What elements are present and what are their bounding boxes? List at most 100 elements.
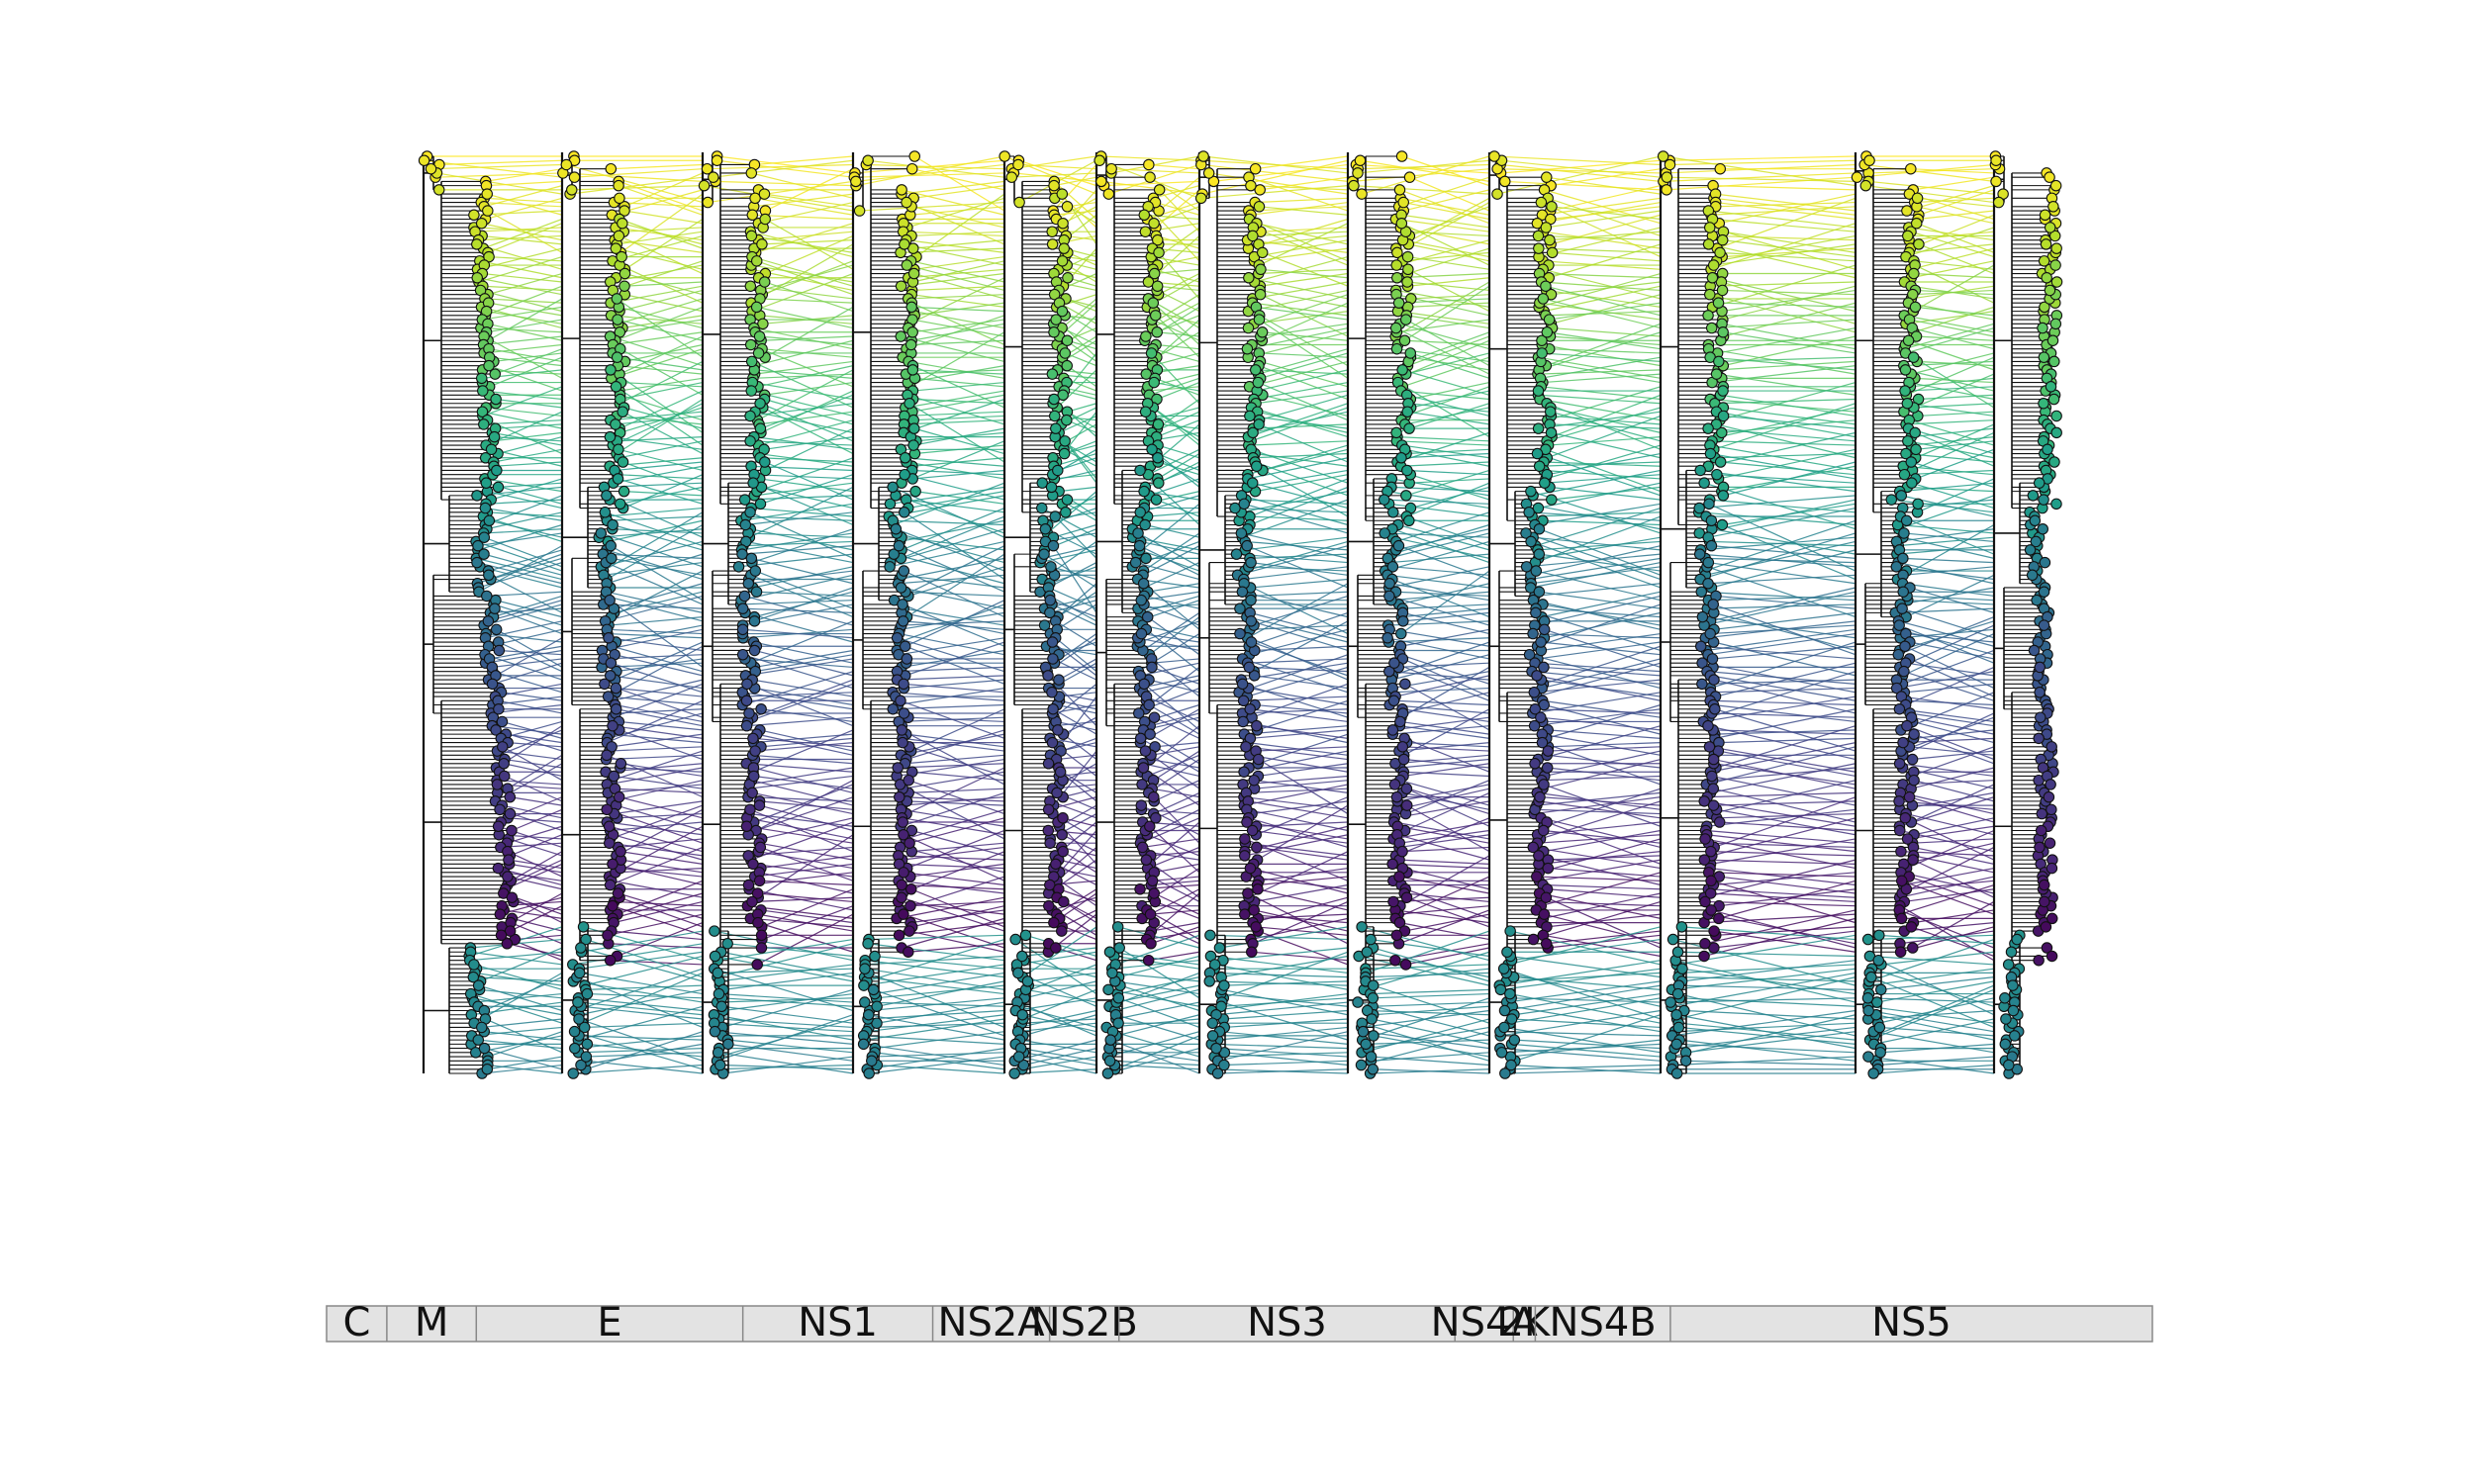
tangle-link [1052, 708, 1097, 735]
tangle-link [487, 272, 563, 296]
tangle-link [1146, 386, 1200, 392]
tangle-link [1156, 331, 1200, 358]
tangle-link [1397, 285, 1490, 345]
tangle-link [751, 360, 854, 409]
tangle-link [911, 771, 1005, 782]
tangle-link [1398, 742, 1490, 752]
tangle-link [1672, 1056, 1856, 1067]
tangle-link [1406, 394, 1490, 417]
tangle-link [609, 600, 704, 668]
tangle-link [761, 239, 854, 245]
tangle-link [1223, 1009, 1349, 1020]
tangle-link [752, 737, 854, 748]
tangle-link [498, 699, 563, 714]
tangle-link [1406, 896, 1490, 928]
tangle-link [1713, 703, 1856, 723]
tangle-link [1713, 872, 1856, 886]
tangle-link [607, 632, 704, 639]
tangle-link [1237, 545, 1349, 576]
tangle-link [1538, 234, 1662, 241]
tangle-link [504, 909, 563, 919]
tangle-link [754, 649, 854, 677]
tangle-link [1703, 917, 1856, 958]
tangle-link [1155, 742, 1200, 748]
tangle-link [1685, 1060, 1856, 1067]
tangle-link [911, 469, 1005, 476]
tangle-link [605, 595, 704, 622]
tangle-link [1249, 628, 1349, 656]
tangle-link [1062, 817, 1097, 827]
tangle-link [1514, 1039, 1662, 1050]
tangle-link [1709, 746, 1856, 773]
tangle-link [1151, 658, 1200, 664]
tangle-link [1542, 758, 1662, 789]
tangle-link [1544, 474, 1662, 484]
tangle-link [1247, 469, 1349, 488]
tangle-link [1543, 645, 1662, 685]
tangle-link [618, 289, 704, 313]
tangle-link [911, 302, 1005, 346]
tangle-link [1718, 448, 1856, 480]
tangle-link [907, 294, 1005, 300]
tangle-link [1542, 733, 1662, 756]
tangle-link [622, 474, 704, 510]
tangle-link [1111, 972, 1200, 982]
tangle-link [610, 436, 704, 450]
tangle-link [904, 570, 1005, 618]
tangle-link [1509, 1064, 1662, 1070]
tangle-link [1024, 980, 1097, 999]
tangle-link [1548, 729, 1662, 739]
tangle-link [1053, 523, 1097, 538]
tangle-link [1911, 260, 1995, 279]
tangle-link [905, 767, 1005, 815]
tangle-link [483, 528, 563, 534]
tangle-link [1262, 251, 1349, 287]
tangle-link [903, 851, 1005, 894]
tangle-link [1547, 331, 1662, 350]
tangle-link [1399, 323, 1490, 350]
tangle-link [1538, 331, 1662, 371]
tangle-link [576, 976, 704, 1028]
tangle-link [750, 917, 854, 928]
tangle-link [582, 972, 704, 1024]
tangle-link [1353, 185, 1490, 195]
tangle-link [493, 352, 563, 363]
tangle-link [1910, 767, 1995, 789]
tangle-link [1357, 1001, 1490, 1037]
tangle-link [1410, 474, 1490, 501]
tangle-link [1707, 603, 1856, 609]
tangle-link [746, 716, 854, 727]
tangle-link [1867, 997, 1995, 1003]
tangle-link [1711, 775, 1856, 806]
tangle-link [617, 231, 704, 245]
tangle-link [599, 528, 704, 538]
tangle-link [1546, 896, 1662, 949]
tangle-link [1549, 243, 1662, 279]
tangle-link [483, 603, 563, 626]
tangle-link [746, 825, 854, 844]
tangle-link [1902, 583, 1995, 598]
tangle-link [1402, 356, 1490, 388]
tangle-link [1243, 796, 1349, 810]
tangle-link [1155, 343, 1200, 350]
tangle-link [485, 197, 563, 221]
tangle-link [747, 780, 854, 836]
tangle-link [1252, 411, 1349, 433]
tangle-link [483, 515, 563, 542]
tangle-link [1158, 423, 1200, 429]
tangle-link [1551, 168, 1662, 187]
tangle-link [1708, 503, 1856, 572]
tangle-link [1135, 562, 1200, 581]
tangle-link [759, 411, 854, 425]
tangle-link [890, 528, 1005, 564]
tangle-link [863, 964, 1005, 986]
tangle-link [1912, 750, 1995, 761]
tangle-link [757, 365, 854, 388]
tangle-link [1145, 523, 1200, 538]
tangle-link [1551, 431, 1662, 459]
tangle-link [1716, 411, 1856, 438]
tangle-link [482, 285, 563, 292]
tangle-link [898, 574, 1005, 585]
tangle-link [750, 620, 854, 664]
tangle-link [1903, 842, 1995, 865]
